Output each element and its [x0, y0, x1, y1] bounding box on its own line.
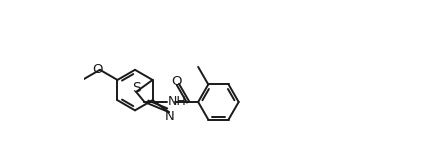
Text: S: S [132, 81, 141, 95]
Text: N: N [165, 110, 174, 123]
Text: O: O [92, 63, 103, 76]
Text: NH: NH [167, 95, 186, 109]
Text: O: O [171, 75, 182, 88]
